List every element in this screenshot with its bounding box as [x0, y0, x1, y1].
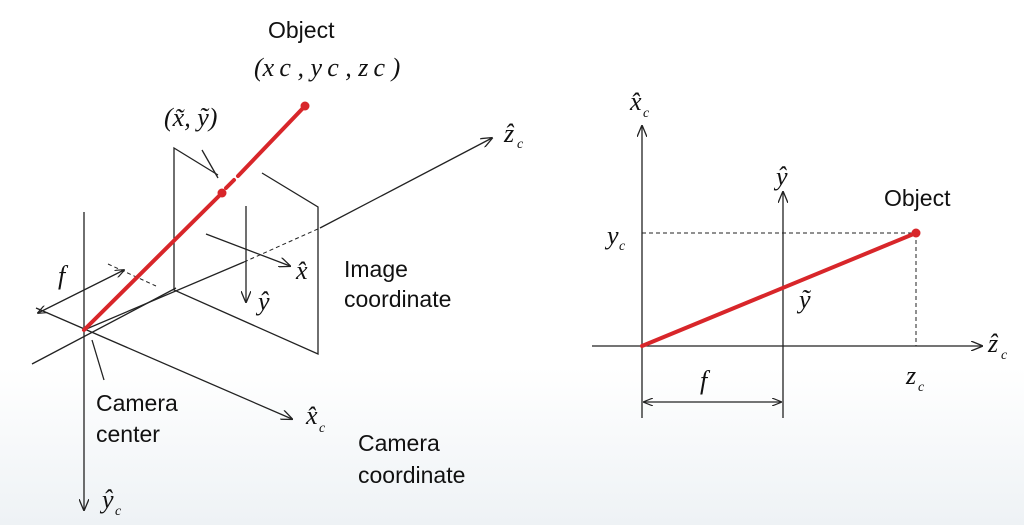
- zc-axis-dashed: [244, 228, 320, 262]
- right-object-point: [912, 229, 921, 238]
- x-hat-label: x̂: [295, 256, 308, 285]
- yc-axis-sub: c: [115, 504, 122, 519]
- projection-ray-far: [238, 106, 305, 176]
- camera-center-label-line1: Camera: [96, 390, 178, 416]
- right-yc-sub: c: [619, 239, 626, 254]
- zc-axis-line-far: [320, 138, 492, 228]
- xc-axis-sub: c: [319, 421, 326, 436]
- right-yc-label: y: [604, 221, 619, 250]
- projection-ray: [84, 193, 222, 330]
- right-object-label: Object: [884, 185, 951, 211]
- xc-axis-label: x̂: [305, 401, 318, 430]
- image-point-label: (x̃, ỹ): [164, 103, 217, 132]
- right-y-tilde-label: ỹ: [796, 285, 812, 314]
- right-zc-value-label: z: [905, 361, 916, 390]
- y-hat-label: ŷ: [255, 287, 270, 316]
- image-coordinate-label-line1: Image: [344, 256, 408, 282]
- zc-axis-label: ẑ: [503, 119, 515, 148]
- camera-coordinate-label-line2: coordinate: [358, 462, 465, 488]
- camera-center-leader: [92, 340, 104, 380]
- right-focal-label: f: [700, 366, 711, 395]
- yc-axis-label: ŷ: [99, 485, 114, 514]
- right-y-hat-label: ŷ: [773, 162, 788, 191]
- right-zc-value-sub: c: [918, 380, 925, 395]
- focal-dimension-arrow: [38, 270, 124, 313]
- zc-axis-line: [84, 262, 244, 330]
- image-point-leader: [202, 150, 218, 178]
- right-panel: x̂ c ŷ Object y c ỹ ẑ c z c f: [592, 87, 1008, 418]
- focal-label: f: [58, 261, 69, 290]
- camera-coordinate-label-line1: Camera: [358, 430, 440, 456]
- right-xc-axis-sub: c: [643, 106, 650, 121]
- image-x-axis: [206, 234, 290, 266]
- right-zc-axis-label: ẑ: [987, 329, 999, 358]
- right-projection-ray: [642, 233, 916, 346]
- image-point: [218, 189, 227, 198]
- camera-center-label-line2: center: [96, 421, 160, 447]
- right-xc-axis-label: x̂: [629, 87, 642, 116]
- object-coords-label: (x c , y c , z c ): [254, 53, 400, 82]
- object-label: Object: [268, 17, 335, 43]
- object-point: [301, 102, 310, 111]
- right-zc-axis-sub: c: [1001, 348, 1008, 363]
- left-panel: Object (x c , y c , z c ) (x̃, ỹ) ẑ c …: [32, 17, 524, 519]
- image-coordinate-label-line2: coordinate: [344, 286, 451, 312]
- zc-axis-sub: c: [517, 137, 524, 152]
- projection-ray-hidden: [226, 180, 234, 188]
